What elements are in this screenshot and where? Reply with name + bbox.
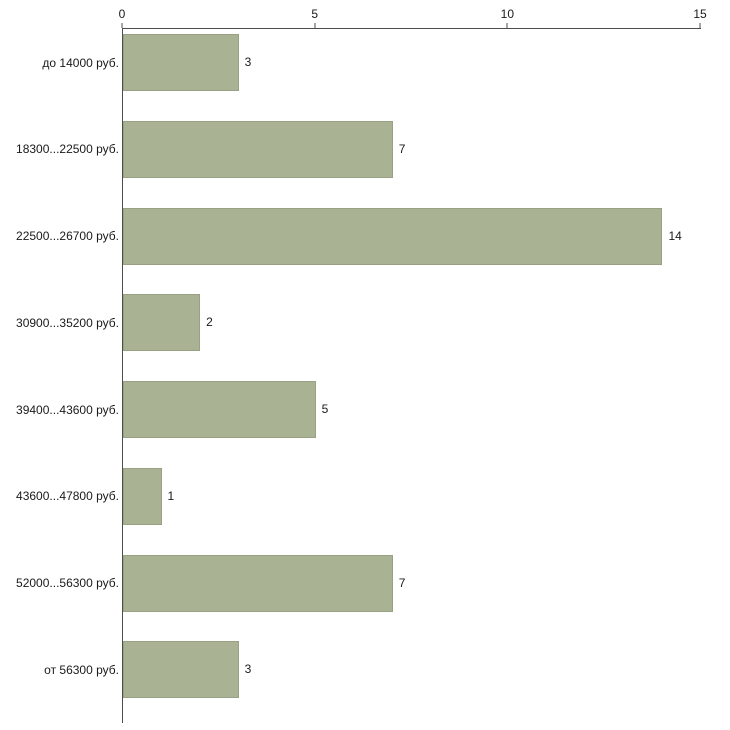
bar-row: от 56300 руб. 3 — [44, 636, 701, 723]
value-label: 14 — [668, 228, 682, 243]
value-label: 1 — [167, 488, 175, 503]
bar — [123, 207, 663, 265]
category-label: 43600...47800 руб. — [16, 489, 119, 504]
x-tick-label: 15 — [693, 7, 707, 21]
x-tick-mark — [506, 23, 508, 28]
category-label: 52000...56300 руб. — [16, 576, 119, 590]
x-tick-mark — [314, 23, 316, 28]
value-label: 3 — [244, 662, 252, 677]
bar — [123, 294, 201, 352]
x-tick-label: 10 — [500, 7, 515, 21]
category-label: от 56300 руб. — [44, 662, 119, 677]
bar-row: 30900...35200 руб. 2 — [16, 289, 701, 376]
bar-row: 52000...56300 руб. 7 — [16, 550, 701, 637]
bar — [123, 120, 393, 178]
x-tick-mark — [121, 23, 123, 28]
bar-row: до 14000 руб. 3 — [42, 29, 701, 116]
x-tick-mark — [699, 23, 701, 28]
bar — [123, 467, 162, 525]
bar-row: 43600...47800 руб. 1 — [16, 463, 701, 550]
bar — [123, 381, 316, 438]
category-label: 22500...26700 руб. — [16, 229, 119, 243]
x-axis: 0 5 10 15 — [118, 0, 707, 28]
category-label: 39400...43600 руб. — [16, 402, 119, 417]
bar-row: 22500...26700 руб. 14 — [16, 203, 701, 290]
value-label: 7 — [398, 575, 406, 590]
x-tick-label: 0 — [118, 7, 126, 21]
bar-row: 18300...22500 руб. 7 — [16, 116, 701, 203]
bar — [123, 554, 393, 612]
x-tick-label: 5 — [311, 7, 318, 21]
bar — [123, 641, 239, 699]
plot-area: до 14000 руб. 3 18300...22500 руб. 7 22500..… — [16, 28, 701, 723]
category-label: 18300...22500 руб. — [16, 142, 119, 157]
bar — [123, 34, 239, 91]
category-label: до 14000 руб. — [42, 55, 119, 70]
bar-row: 39400...43600 руб. 5 — [16, 376, 701, 463]
category-label: 30900...35200 руб. — [16, 315, 119, 330]
value-label: 5 — [321, 402, 329, 416]
value-label: 2 — [206, 315, 213, 330]
value-label: 3 — [244, 55, 252, 69]
value-label: 7 — [398, 141, 406, 156]
